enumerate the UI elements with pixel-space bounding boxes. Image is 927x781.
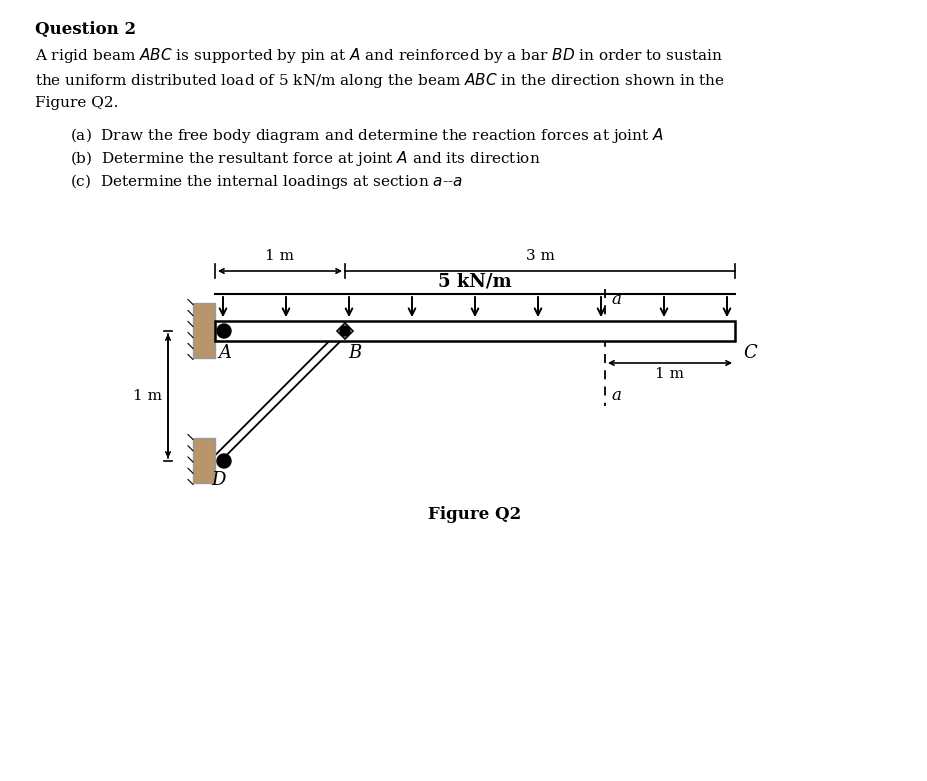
Bar: [215, 321, 734, 341]
Text: (c)  Determine the internal loadings at section $\mathit{a}$--$\mathit{a}$: (c) Determine the internal loadings at s…: [70, 172, 463, 191]
Text: (a)  Draw the free body diagram and determine the reaction forces at joint $\mat: (a) Draw the free body diagram and deter…: [70, 126, 664, 145]
Text: Question 2: Question 2: [35, 21, 136, 38]
Text: A: A: [218, 344, 231, 362]
Bar: [193, 304, 215, 358]
Text: 5 kN/m: 5 kN/m: [438, 273, 512, 291]
Text: 3 m: 3 m: [525, 249, 553, 263]
Polygon shape: [337, 323, 352, 339]
Text: C: C: [743, 344, 756, 362]
Text: D: D: [210, 471, 225, 489]
Circle shape: [217, 454, 231, 468]
Text: B: B: [348, 344, 362, 362]
Text: a: a: [610, 291, 620, 308]
Bar: [193, 438, 215, 483]
Circle shape: [339, 326, 349, 336]
Text: Figure Q2.: Figure Q2.: [35, 96, 119, 110]
Text: Figure Q2: Figure Q2: [428, 506, 521, 523]
Text: 1 m: 1 m: [133, 389, 162, 403]
Text: A rigid beam $\mathit{ABC}$ is supported by pin at $\mathit{A}$ and reinforced b: A rigid beam $\mathit{ABC}$ is supported…: [35, 46, 722, 65]
Text: the uniform distributed load of 5 kN/m along the beam $\mathit{ABC}$ in the dire: the uniform distributed load of 5 kN/m a…: [35, 71, 724, 90]
Text: 1 m: 1 m: [654, 367, 684, 381]
Text: (b)  Determine the resultant force at joint $\mathit{A}$ and its direction: (b) Determine the resultant force at joi…: [70, 149, 540, 168]
Text: 1 m: 1 m: [265, 249, 294, 263]
Circle shape: [217, 324, 231, 338]
Text: a: a: [610, 387, 620, 404]
